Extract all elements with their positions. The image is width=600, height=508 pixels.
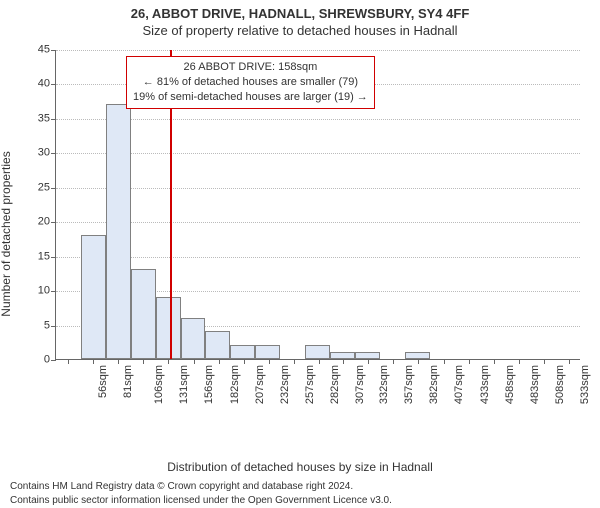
gridline-h bbox=[56, 119, 580, 120]
histogram-bar bbox=[156, 297, 181, 359]
x-tick-mark bbox=[294, 359, 295, 364]
chart-title-sub: Size of property relative to detached ho… bbox=[0, 21, 600, 42]
y-tick-label: 35 bbox=[38, 113, 56, 124]
x-tick-mark bbox=[244, 359, 245, 364]
x-tick-mark bbox=[93, 359, 94, 364]
histogram-bar bbox=[131, 269, 156, 359]
x-tick-mark bbox=[68, 359, 69, 364]
chart-area: Number of detached properties 0510152025… bbox=[0, 42, 600, 412]
callout-line-2: ← 81% of detached houses are smaller (79… bbox=[133, 75, 368, 90]
footer-line-2: Contains public sector information licen… bbox=[10, 494, 590, 508]
y-tick-label: 10 bbox=[38, 286, 56, 297]
y-tick-label: 5 bbox=[44, 320, 56, 331]
x-tick-label: 307sqm bbox=[354, 365, 366, 404]
callout-line-3: 19% of semi-detached houses are larger (… bbox=[133, 90, 368, 105]
x-tick-label: 257sqm bbox=[304, 365, 316, 404]
x-tick-mark bbox=[143, 359, 144, 364]
gridline-h bbox=[56, 222, 580, 223]
y-axis-label: Number of detached properties bbox=[0, 151, 13, 316]
x-tick-label: 156sqm bbox=[203, 365, 215, 404]
x-tick-mark bbox=[343, 359, 344, 364]
x-tick-mark bbox=[569, 359, 570, 364]
x-axis-label: Distribution of detached houses by size … bbox=[0, 460, 600, 474]
x-tick-label: 357sqm bbox=[403, 365, 415, 404]
x-tick-mark bbox=[469, 359, 470, 364]
x-tick-mark bbox=[319, 359, 320, 364]
gridline-h bbox=[56, 50, 580, 51]
x-tick-label: 483sqm bbox=[529, 365, 541, 404]
x-tick-mark bbox=[494, 359, 495, 364]
x-tick-label: 332sqm bbox=[379, 365, 391, 404]
y-tick-label: 25 bbox=[38, 182, 56, 193]
x-tick-mark bbox=[118, 359, 119, 364]
x-tick-mark bbox=[194, 359, 195, 364]
x-tick-label: 282sqm bbox=[329, 365, 341, 404]
x-tick-mark bbox=[393, 359, 394, 364]
y-tick-label: 40 bbox=[38, 79, 56, 90]
marker-callout: 26 ABBOT DRIVE: 158sqm ← 81% of detached… bbox=[126, 56, 375, 109]
x-tick-label: 182sqm bbox=[229, 365, 241, 404]
x-tick-label: 131sqm bbox=[178, 365, 190, 404]
x-tick-mark bbox=[368, 359, 369, 364]
plot-region: 05101520253035404556sqm81sqm106sqm131sqm… bbox=[55, 50, 580, 360]
x-tick-mark bbox=[444, 359, 445, 364]
chart-title-main: 26, ABBOT DRIVE, HADNALL, SHREWSBURY, SY… bbox=[0, 0, 600, 21]
y-tick-label: 20 bbox=[38, 217, 56, 228]
footer-attribution: Contains HM Land Registry data © Crown c… bbox=[0, 474, 600, 508]
y-tick-label: 15 bbox=[38, 251, 56, 262]
gridline-h bbox=[56, 257, 580, 258]
x-tick-mark bbox=[418, 359, 419, 364]
histogram-bar bbox=[405, 352, 430, 359]
x-tick-mark bbox=[219, 359, 220, 364]
gridline-h bbox=[56, 188, 580, 189]
histogram-bar bbox=[106, 104, 131, 359]
callout-line-1: 26 ABBOT DRIVE: 158sqm bbox=[133, 60, 368, 75]
x-tick-mark bbox=[269, 359, 270, 364]
x-tick-label: 382sqm bbox=[428, 365, 440, 404]
histogram-bar bbox=[255, 345, 280, 359]
x-tick-label: 207sqm bbox=[254, 365, 266, 404]
gridline-h bbox=[56, 153, 580, 154]
x-tick-label: 508sqm bbox=[554, 365, 566, 404]
histogram-bar bbox=[205, 331, 230, 359]
x-tick-label: 533sqm bbox=[579, 365, 591, 404]
y-tick-label: 0 bbox=[44, 355, 56, 366]
y-tick-label: 45 bbox=[38, 45, 56, 56]
x-tick-mark bbox=[544, 359, 545, 364]
x-tick-mark bbox=[519, 359, 520, 364]
x-tick-label: 81sqm bbox=[122, 365, 134, 398]
histogram-bar bbox=[305, 345, 330, 359]
x-tick-mark bbox=[168, 359, 169, 364]
histogram-bar bbox=[355, 352, 380, 359]
footer-line-1: Contains HM Land Registry data © Crown c… bbox=[10, 480, 590, 494]
x-tick-label: 433sqm bbox=[479, 365, 491, 404]
x-tick-label: 106sqm bbox=[153, 365, 165, 404]
x-tick-label: 458sqm bbox=[504, 365, 516, 404]
histogram-bar bbox=[81, 235, 106, 359]
x-tick-label: 232sqm bbox=[279, 365, 291, 404]
y-tick-label: 30 bbox=[38, 148, 56, 159]
histogram-bar bbox=[230, 345, 255, 359]
x-tick-label: 407sqm bbox=[453, 365, 465, 404]
histogram-bar bbox=[181, 318, 206, 359]
histogram-bar bbox=[330, 352, 355, 359]
x-tick-label: 56sqm bbox=[97, 365, 109, 398]
